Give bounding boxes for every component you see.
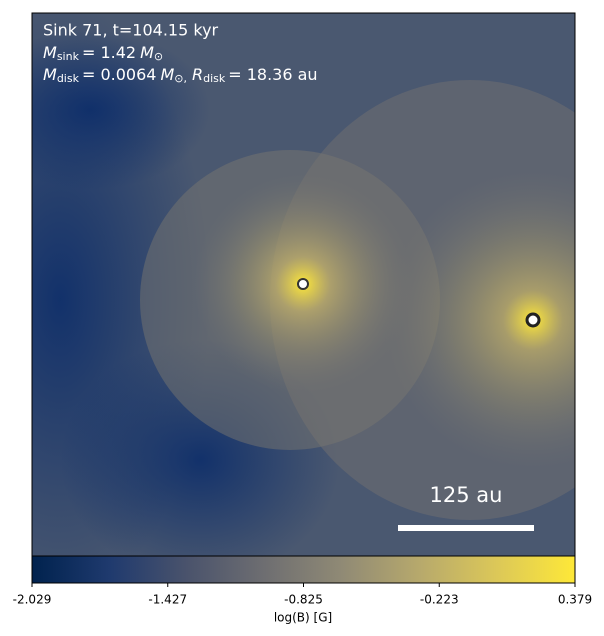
field-image: [32, 13, 575, 556]
colorbar-tick-label: -0.825: [284, 593, 323, 607]
disk-props: Mdisk = 0.0064 M⊙, Rdisk = 18.36 au: [43, 65, 318, 86]
colorbar-tick-label: 0.379: [558, 593, 592, 607]
header-line: Sink 71, t=104.15 kyr: [43, 21, 219, 40]
colorbar-label: log(B) [G]: [274, 611, 332, 625]
colorbar-tick-label: -0.223: [420, 593, 459, 607]
sink-mass: Msink = 1.42 M⊙: [43, 43, 163, 64]
colorbar-tick-label: -2.029: [13, 593, 52, 607]
sink: [297, 278, 309, 290]
scale-bar-label: 125 au: [430, 483, 503, 507]
sink: [525, 312, 541, 328]
scale-bar: [398, 525, 534, 531]
colorbar: [31, 555, 576, 584]
colorbar-tick-label: -1.427: [148, 593, 187, 607]
